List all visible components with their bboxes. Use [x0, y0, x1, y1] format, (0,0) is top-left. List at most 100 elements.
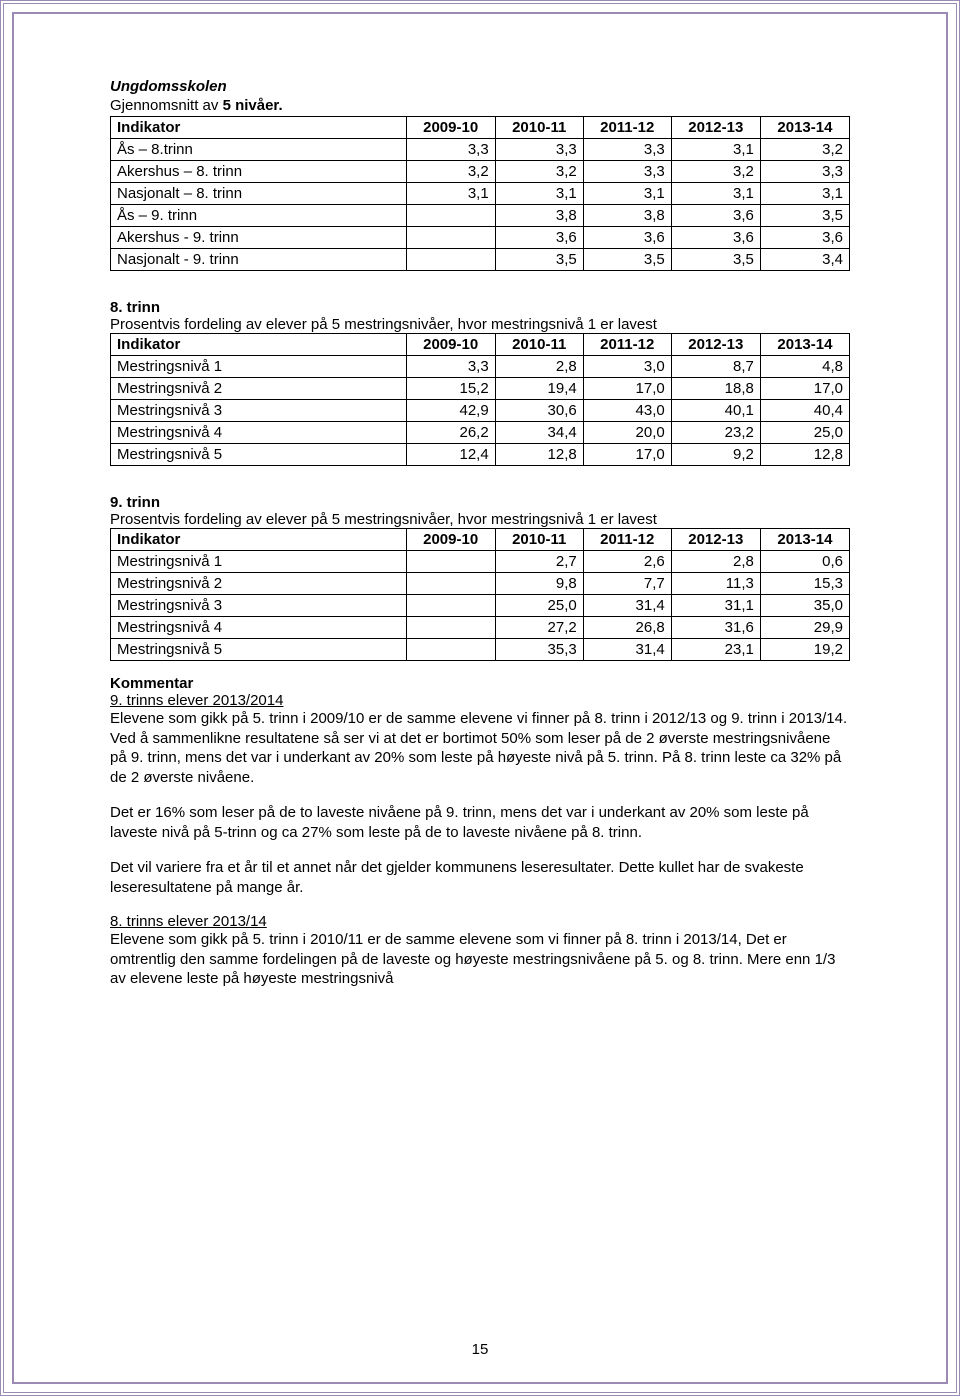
row-value: 3,3: [406, 139, 495, 161]
kommentar-heading: Kommentar: [110, 675, 850, 692]
row-value: 31,1: [671, 595, 760, 617]
row-value: 3,3: [760, 161, 849, 183]
table-row: Mestringsnivå 12,72,62,80,6: [111, 551, 850, 573]
row-value: 20,0: [583, 422, 671, 444]
section1-subtitle: Gjennomsnitt av 5 nivåer.: [110, 97, 850, 114]
col-header: 2009-10: [406, 529, 495, 551]
row-value: [406, 551, 495, 573]
row-value: 3,6: [583, 227, 671, 249]
row-value: 23,2: [671, 422, 760, 444]
subtitle-bold: 5 nivåer.: [223, 97, 283, 114]
row-value: [406, 249, 495, 271]
row-value: 29,9: [760, 617, 849, 639]
row-value: 12,4: [406, 444, 495, 466]
row-label: Mestringsnivå 3: [111, 400, 407, 422]
kommentar-p2: Det er 16% som leser på de to laveste ni…: [110, 803, 850, 842]
row-value: 31,6: [671, 617, 760, 639]
row-value: 11,3: [671, 573, 760, 595]
table-row: Nasjonalt – 8. trinn3,13,13,13,13,1: [111, 183, 850, 205]
col-header: 2013-14: [760, 334, 849, 356]
row-value: [406, 617, 495, 639]
row-value: 3,3: [406, 356, 495, 378]
col-header: 2010-11: [495, 334, 583, 356]
section3-caption: Prosentvis fordeling av elever på 5 mest…: [110, 511, 850, 528]
table-row: Mestringsnivå 325,031,431,135,0: [111, 595, 850, 617]
row-label: Nasjonalt - 9. trinn: [111, 249, 407, 271]
col-header: 2012-13: [671, 529, 760, 551]
col-header: 2010-11: [495, 117, 583, 139]
row-value: 3,1: [583, 183, 671, 205]
col-header: 2009-10: [406, 117, 495, 139]
page-inner-border: Ungdomsskolen Gjennomsnitt av 5 nivåer. …: [12, 12, 948, 1384]
row-value: 3,8: [495, 205, 583, 227]
row-value: 3,3: [495, 139, 583, 161]
row-value: 3,6: [760, 227, 849, 249]
row-label: Mestringsnivå 1: [111, 356, 407, 378]
row-value: 19,2: [760, 639, 849, 661]
row-label: Mestringsnivå 5: [111, 444, 407, 466]
table-row: Mestringsnivå 427,226,831,629,9: [111, 617, 850, 639]
row-value: 42,9: [406, 400, 495, 422]
row-value: 40,1: [671, 400, 760, 422]
row-value: 3,5: [671, 249, 760, 271]
col-header: 2012-13: [671, 117, 760, 139]
col-header: Indikator: [111, 117, 407, 139]
row-value: [406, 595, 495, 617]
row-value: 34,4: [495, 422, 583, 444]
row-value: 2,6: [583, 551, 671, 573]
page-number: 15: [14, 1341, 946, 1358]
row-label: Mestringsnivå 4: [111, 422, 407, 444]
col-header: 2011-12: [583, 529, 671, 551]
row-value: 3,3: [583, 139, 671, 161]
row-value: 3,6: [671, 227, 760, 249]
row-value: 9,8: [495, 573, 583, 595]
table-header-row: Indikator 2009-10 2010-11 2011-12 2012-1…: [111, 529, 850, 551]
row-value: [406, 205, 495, 227]
row-label: Ås – 9. trinn: [111, 205, 407, 227]
row-value: 31,4: [583, 595, 671, 617]
row-value: 15,2: [406, 378, 495, 400]
row-value: 7,7: [583, 573, 671, 595]
row-label: Mestringsnivå 3: [111, 595, 407, 617]
col-header: 2012-13: [671, 334, 760, 356]
row-value: 19,4: [495, 378, 583, 400]
table-row: Mestringsnivå 426,234,420,023,225,0: [111, 422, 850, 444]
row-value: 3,1: [671, 139, 760, 161]
row-label: Mestringsnivå 2: [111, 378, 407, 400]
row-value: 3,4: [760, 249, 849, 271]
table-row: Mestringsnivå 342,930,643,040,140,4: [111, 400, 850, 422]
col-header: 2013-14: [760, 117, 849, 139]
table-row: Mestringsnivå 13,32,83,08,74,8: [111, 356, 850, 378]
col-header: 2011-12: [583, 117, 671, 139]
row-value: 3,1: [406, 183, 495, 205]
row-value: 3,2: [671, 161, 760, 183]
row-value: 17,0: [760, 378, 849, 400]
row-value: 17,0: [583, 444, 671, 466]
row-value: 3,1: [671, 183, 760, 205]
row-value: 2,8: [671, 551, 760, 573]
row-value: 18,8: [671, 378, 760, 400]
row-label: Mestringsnivå 2: [111, 573, 407, 595]
section2-caption: Prosentvis fordeling av elever på 5 mest…: [110, 316, 850, 333]
col-header: 2010-11: [495, 529, 583, 551]
row-value: 25,0: [760, 422, 849, 444]
row-value: 3,6: [495, 227, 583, 249]
row-value: 12,8: [760, 444, 849, 466]
row-value: 3,5: [495, 249, 583, 271]
section3-label: 9. trinn: [110, 494, 850, 511]
kommentar-p4: Elevene som gikk på 5. trinn i 2010/11 e…: [110, 930, 850, 989]
table-row: Mestringsnivå 512,412,817,09,212,8: [111, 444, 850, 466]
row-label: Mestringsnivå 4: [111, 617, 407, 639]
row-label: Mestringsnivå 1: [111, 551, 407, 573]
row-label: Mestringsnivå 5: [111, 639, 407, 661]
section1-title: Ungdomsskolen: [110, 78, 850, 95]
row-value: [406, 639, 495, 661]
row-value: 26,2: [406, 422, 495, 444]
row-value: 43,0: [583, 400, 671, 422]
table-row: Akershus - 9. trinn3,63,63,63,6: [111, 227, 850, 249]
section2-label: 8. trinn: [110, 299, 850, 316]
table-header-row: Indikator 2009-10 2010-11 2011-12 2012-1…: [111, 117, 850, 139]
table-row: Mestringsnivå 215,219,417,018,817,0: [111, 378, 850, 400]
kommentar-sub1: 9. trinns elever 2013/2014: [110, 692, 850, 709]
col-header: Indikator: [111, 334, 407, 356]
